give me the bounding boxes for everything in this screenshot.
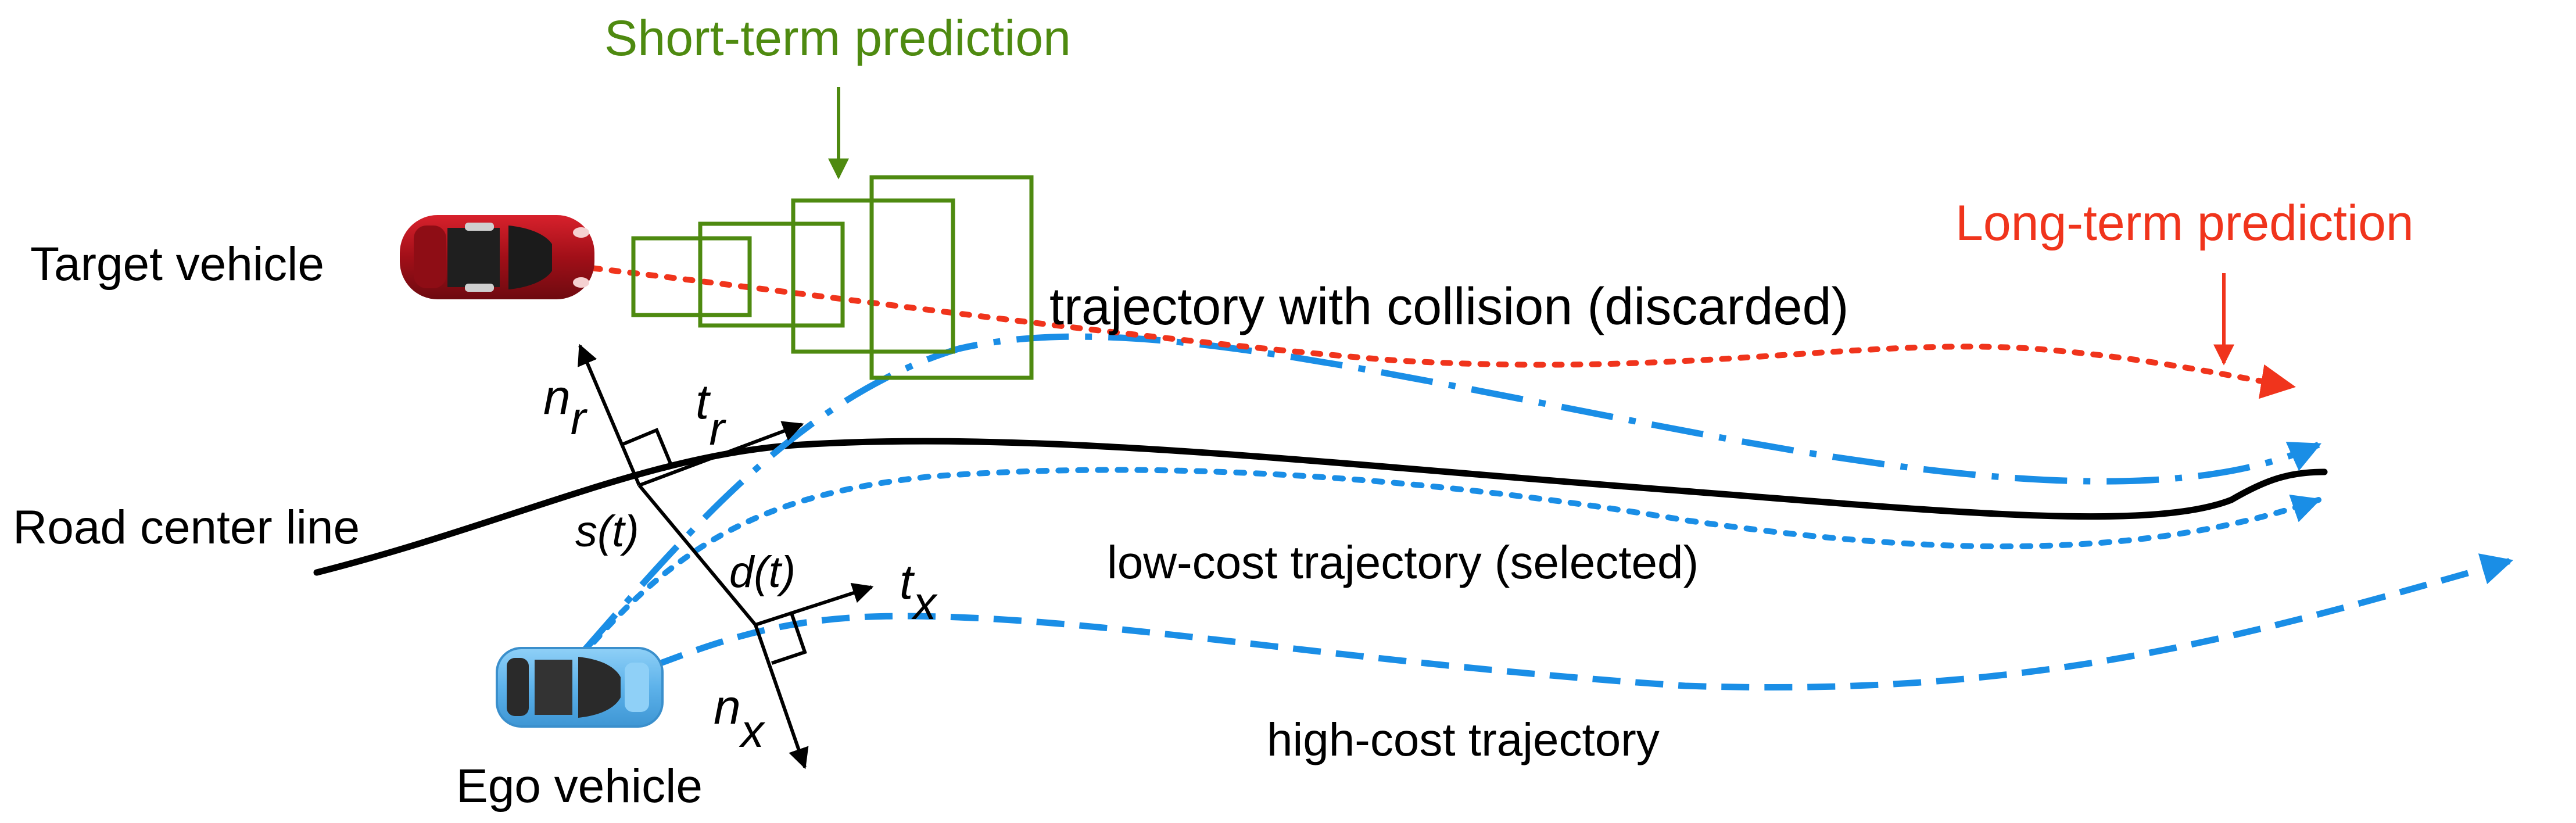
t-r-symbol: t — [696, 374, 711, 429]
t-r-label: tr — [696, 374, 726, 455]
road-frame — [578, 343, 804, 487]
prediction-box-1 — [631, 236, 752, 317]
short-term-prediction-label: Short-term prediction — [604, 10, 1071, 66]
n-r-symbol: n — [543, 370, 571, 424]
n-x-symbol: n — [714, 679, 741, 734]
n-x-subscript: x — [739, 705, 766, 757]
low-cost-trajectory — [578, 467, 2321, 660]
long-term-prediction-trajectory — [479, 253, 2296, 399]
ego-vehicle-label: Ego vehicle — [456, 760, 703, 813]
road-center-line-label: Road center line — [13, 501, 360, 554]
collision-trajectory — [578, 333, 2322, 656]
target-vehicle-label: Target vehicle — [30, 238, 324, 291]
s-t-label: s(t) — [575, 507, 639, 556]
t-x-axis — [755, 582, 874, 627]
short-term-prediction-boxes — [631, 175, 1034, 380]
t-x-label: tx — [900, 554, 938, 629]
d-t-label: d(t) — [729, 548, 796, 597]
road-center-line — [313, 438, 2328, 576]
right-angle-x — [771, 613, 807, 665]
t-x-symbol: t — [900, 554, 915, 609]
prediction-box-4 — [869, 175, 1034, 380]
collision-trajectory-label: trajectory with collision (discarded) — [1049, 278, 1849, 336]
n-r-subscript: r — [571, 392, 588, 444]
ego-frame — [637, 484, 874, 770]
t-x-subscript: x — [911, 577, 938, 629]
n-x-label: nx — [714, 679, 766, 757]
n-r-axis — [578, 343, 641, 486]
prediction-box-2 — [698, 221, 845, 328]
high-cost-trajectory-label: high-cost trajectory — [1267, 714, 1660, 765]
right-angle-r — [621, 428, 674, 469]
n-x-axis — [754, 624, 809, 770]
blue-car-icon — [496, 647, 664, 728]
long-term-prediction-label: Long-term prediction — [1955, 195, 2414, 251]
t-r-subscript: r — [709, 403, 726, 455]
t-r-axis — [638, 421, 804, 487]
n-r-label: nr — [543, 370, 588, 444]
red-car-icon — [400, 215, 594, 299]
low-cost-trajectory-label: low-cost trajectory (selected) — [1107, 536, 1699, 588]
high-cost-trajectory — [615, 553, 2514, 691]
d-connector — [637, 484, 757, 626]
